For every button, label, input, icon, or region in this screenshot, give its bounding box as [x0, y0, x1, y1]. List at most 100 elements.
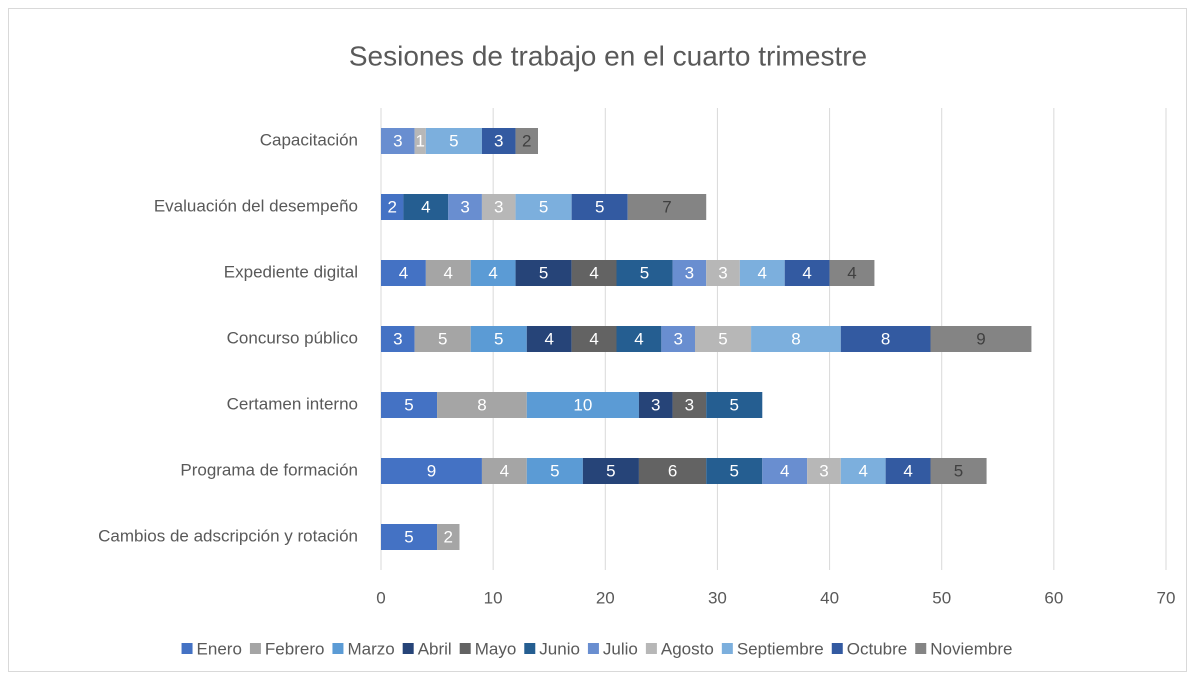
legend-swatch [181, 643, 193, 654]
data-label: 3 [393, 329, 402, 348]
legend-label: Marzo [347, 639, 394, 658]
data-label: 4 [589, 263, 598, 282]
legend-swatch [249, 643, 261, 654]
bar-segment [470, 260, 516, 286]
data-label: 5 [539, 197, 548, 216]
data-label: 4 [780, 461, 789, 480]
bar-segment [515, 260, 572, 286]
bar-segment [381, 128, 415, 154]
bar-segment [515, 128, 538, 154]
data-label: 4 [500, 461, 509, 480]
data-label: 5 [550, 461, 559, 480]
legend-swatch [721, 643, 733, 654]
y-tick-label: Programa de formación [180, 460, 358, 479]
legend-label: Abril [418, 639, 452, 658]
bar-segment [414, 326, 471, 352]
data-label: 10 [573, 395, 592, 414]
data-label: 8 [477, 395, 486, 414]
bar-segment [739, 260, 785, 286]
bar-segment [381, 458, 482, 484]
bar-segment [751, 326, 841, 352]
data-label: 3 [819, 461, 828, 480]
data-label: 5 [730, 461, 739, 480]
bar-segment [448, 194, 482, 220]
bar-segment [526, 392, 639, 418]
bar-segment [762, 458, 808, 484]
bar-segment [706, 392, 763, 418]
legend-label: Agosto [661, 639, 714, 658]
legend-swatch [332, 643, 344, 654]
bar-segment [515, 194, 572, 220]
data-label: 8 [881, 329, 890, 348]
data-label: 4 [421, 197, 430, 216]
data-label: 5 [640, 263, 649, 282]
bar-segment [829, 260, 875, 286]
data-label: 1 [416, 131, 425, 150]
bar-segment [425, 260, 471, 286]
data-label: 4 [544, 329, 553, 348]
bar-segment [414, 128, 426, 154]
y-tick-label: Concurso público [227, 328, 358, 347]
bar-segment [672, 260, 707, 286]
data-label: 4 [903, 461, 912, 480]
legend-label: Febrero [265, 639, 325, 658]
bar-segment [616, 260, 673, 286]
bar-segment [381, 194, 404, 220]
legend-swatch [524, 643, 536, 654]
data-label: 4 [634, 329, 643, 348]
bar-segment [930, 326, 1032, 352]
bar-segment [437, 524, 460, 550]
bar-segment [885, 458, 931, 484]
bar-segment [672, 392, 707, 418]
bar-segment [571, 194, 628, 220]
y-tick-label: Capacitación [260, 130, 358, 149]
bar-segment [627, 194, 707, 220]
bar-segment [381, 326, 415, 352]
data-label: 3 [673, 329, 682, 348]
data-label: 5 [438, 329, 447, 348]
data-label: 9 [427, 461, 436, 480]
bar-segment [481, 194, 516, 220]
legend-label: Septiembre [737, 639, 824, 658]
legend-swatch [831, 643, 843, 654]
bar-segment [616, 326, 662, 352]
data-label: 5 [539, 263, 548, 282]
data-label: 3 [494, 131, 503, 150]
x-tick-label: 30 [708, 588, 727, 607]
y-tick-label: Certamen interno [227, 394, 358, 413]
data-label: 4 [589, 329, 598, 348]
bar-segment [784, 260, 830, 286]
data-label: 5 [404, 395, 413, 414]
legend-swatch [459, 643, 471, 654]
legend-label: Mayo [475, 639, 517, 658]
bar-segment [403, 194, 449, 220]
bar-segment [526, 326, 572, 352]
bar-segment [807, 458, 841, 484]
bar-segment [437, 392, 527, 418]
data-label: 5 [449, 131, 458, 150]
legend-swatch [402, 643, 414, 654]
legend: Enero Febrero Marzo Abril Mayo Junio Julio Agos… [181, 639, 1012, 658]
data-label: 3 [685, 263, 694, 282]
data-label: 4 [758, 263, 767, 282]
data-label: 4 [399, 263, 408, 282]
bar-segment [661, 326, 695, 352]
x-tick-label: 60 [1044, 588, 1063, 607]
x-tick-label: 20 [596, 588, 615, 607]
data-label: 3 [651, 395, 660, 414]
x-tick-label: 40 [820, 588, 839, 607]
bar-segment [481, 128, 516, 154]
bar-segment [481, 458, 527, 484]
bar-segment [706, 260, 740, 286]
chart-title: Sesiones de trabajo en el cuarto trimest… [349, 40, 867, 71]
legend-label: Junio [539, 639, 580, 658]
bar-segment [638, 392, 673, 418]
bar-segment [571, 260, 617, 286]
bar-segment [582, 458, 639, 484]
bar-segment [840, 458, 886, 484]
data-label: 4 [802, 263, 811, 282]
bar-segment [425, 128, 482, 154]
bar-segment [470, 326, 527, 352]
data-label: 3 [685, 395, 694, 414]
